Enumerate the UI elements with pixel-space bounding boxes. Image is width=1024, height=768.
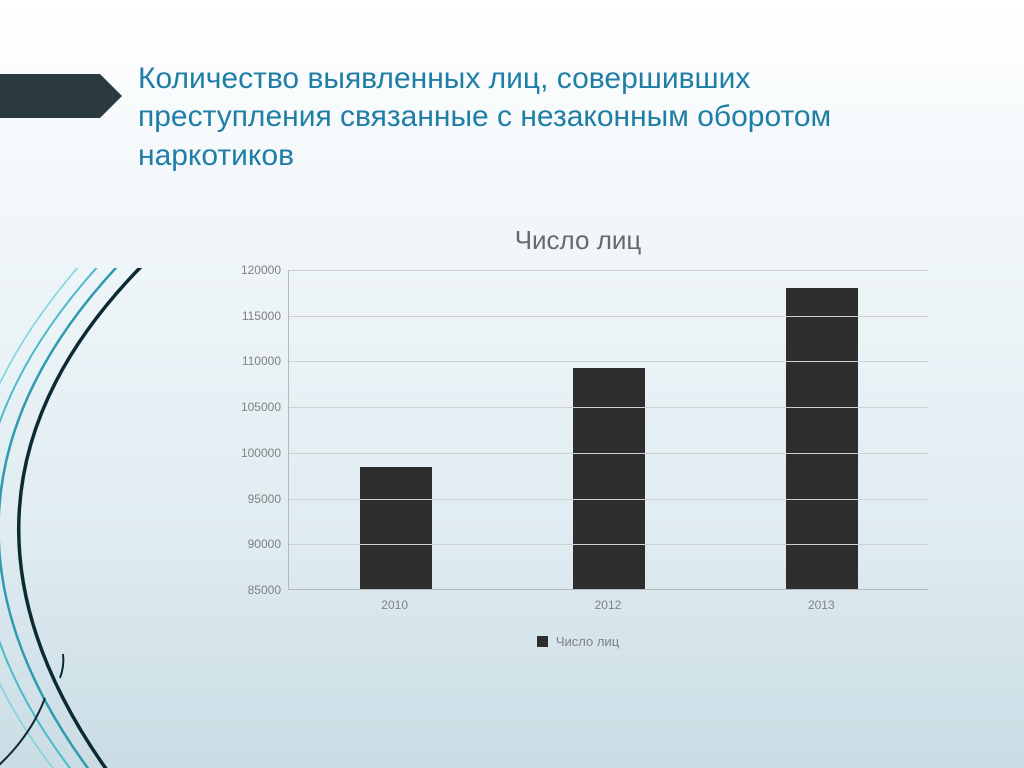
bar-column [534, 368, 684, 589]
bar [360, 467, 432, 589]
legend-swatch [537, 636, 548, 647]
gridline [289, 361, 928, 362]
gridline [289, 270, 928, 271]
y-tick-label: 95000 [227, 492, 281, 506]
x-axis-labels: 2010 2012 2013 [288, 598, 928, 612]
y-tick-label: 115000 [227, 309, 281, 323]
bar-column [321, 467, 471, 589]
gridline [289, 407, 928, 408]
x-tick-label: 2012 [533, 598, 683, 612]
decorative-arrow [0, 74, 100, 118]
bar [573, 368, 645, 589]
gridline [289, 453, 928, 454]
legend: Число лиц [218, 634, 938, 649]
y-tick-label: 85000 [227, 583, 281, 597]
chart-container: Число лиц 850009000095000100000105000110… [218, 225, 938, 655]
plot-area: 8500090000950001000001050001100001150001… [288, 270, 928, 590]
y-tick-label: 90000 [227, 537, 281, 551]
y-tick-label: 120000 [227, 263, 281, 277]
slide-title: Количество выявленных лиц, совершивших п… [138, 60, 898, 175]
legend-label: Число лиц [556, 634, 619, 649]
y-tick-label: 105000 [227, 400, 281, 414]
y-tick-label: 110000 [227, 354, 281, 368]
gridline [289, 316, 928, 317]
bars-group [289, 270, 928, 589]
x-tick-label: 2010 [320, 598, 470, 612]
x-tick-label: 2013 [746, 598, 896, 612]
gridline [289, 499, 928, 500]
y-tick-label: 100000 [227, 446, 281, 460]
chart-title: Число лиц [218, 225, 938, 256]
gridline [289, 544, 928, 545]
